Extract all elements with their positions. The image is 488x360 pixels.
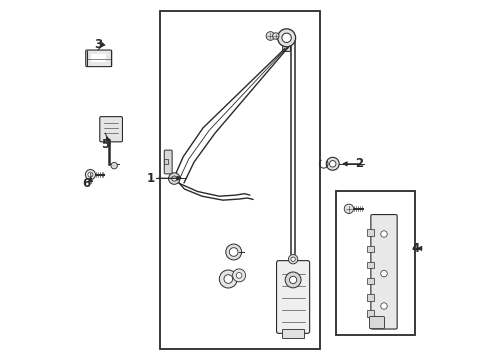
Circle shape [225,244,241,260]
Text: 2: 2 [354,157,362,170]
Circle shape [344,204,353,213]
Circle shape [282,33,291,42]
Bar [336,191,415,335]
Circle shape [325,157,339,170]
Circle shape [88,172,93,177]
Circle shape [329,161,335,167]
Circle shape [229,248,238,256]
Circle shape [380,270,386,277]
FancyBboxPatch shape [282,30,290,51]
Bar [366,278,373,284]
Circle shape [171,176,177,181]
Bar [163,159,168,164]
Bar [366,294,373,301]
Circle shape [236,273,242,278]
FancyBboxPatch shape [85,50,111,67]
Text: 4: 4 [410,242,419,255]
Circle shape [285,272,301,288]
Circle shape [272,33,279,39]
Circle shape [224,275,232,283]
Circle shape [219,270,237,288]
Text: 6: 6 [82,177,90,190]
FancyBboxPatch shape [368,316,384,329]
Bar [366,310,373,317]
Bar [282,329,303,338]
Bar [366,262,373,268]
Circle shape [168,173,180,184]
FancyBboxPatch shape [100,117,122,142]
Bar [160,11,320,349]
Circle shape [277,29,295,47]
Bar [366,229,373,236]
Circle shape [265,32,274,40]
Bar [91,54,106,62]
Circle shape [288,255,297,264]
Circle shape [85,170,95,180]
FancyBboxPatch shape [164,150,172,174]
Bar [366,246,373,252]
Circle shape [289,276,296,284]
Circle shape [380,303,386,309]
FancyBboxPatch shape [370,215,396,329]
Text: 5: 5 [101,138,109,150]
Circle shape [380,231,386,237]
Text: 1: 1 [146,172,155,185]
Circle shape [232,269,245,282]
FancyBboxPatch shape [276,261,309,333]
Circle shape [111,162,117,169]
Text: 3: 3 [94,39,102,51]
Circle shape [290,257,295,261]
